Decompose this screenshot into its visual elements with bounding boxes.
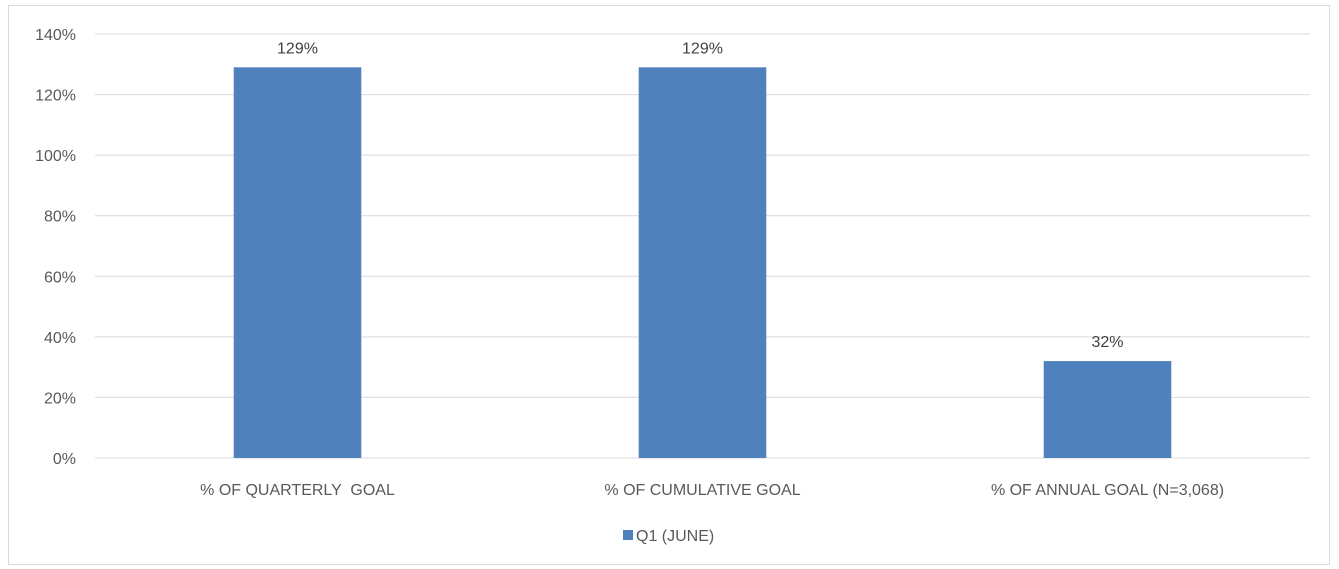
data-label: 129% (277, 40, 318, 57)
bar (233, 67, 362, 459)
x-category-label: % OF CUMULATIVE GOAL (604, 482, 800, 499)
bars (233, 67, 1172, 459)
x-category-label: % OF ANNUAL GOAL (N=3,068) (991, 482, 1224, 499)
x-axis-category-labels: % OF QUARTERLY GOAL % OF CUMULATIVE GOAL%… (200, 482, 1224, 499)
y-tick-label: 100% (35, 148, 76, 165)
data-label: 129% (682, 40, 723, 57)
y-axis-tick-labels: 0% 20% 40% 60% 80% 100% 120% 140% (35, 27, 76, 468)
y-tick-label: 80% (44, 209, 76, 226)
data-label: 32% (1091, 334, 1123, 351)
bar (1043, 361, 1172, 458)
bar (638, 67, 767, 459)
legend-swatch (623, 530, 633, 540)
y-tick-label: 120% (35, 88, 76, 105)
legend-label: Q1 (JUNE) (636, 528, 714, 545)
y-tick-label: 40% (44, 330, 76, 347)
y-tick-label: 140% (35, 27, 76, 44)
y-tick-label: 60% (44, 269, 76, 286)
legend: Q1 (JUNE) (623, 528, 714, 545)
y-tick-label: 20% (44, 390, 76, 407)
data-labels: 129% 129% 32% (277, 40, 1123, 351)
y-tick-label: 0% (53, 451, 76, 468)
x-category-label: % OF QUARTERLY GOAL (200, 482, 395, 499)
